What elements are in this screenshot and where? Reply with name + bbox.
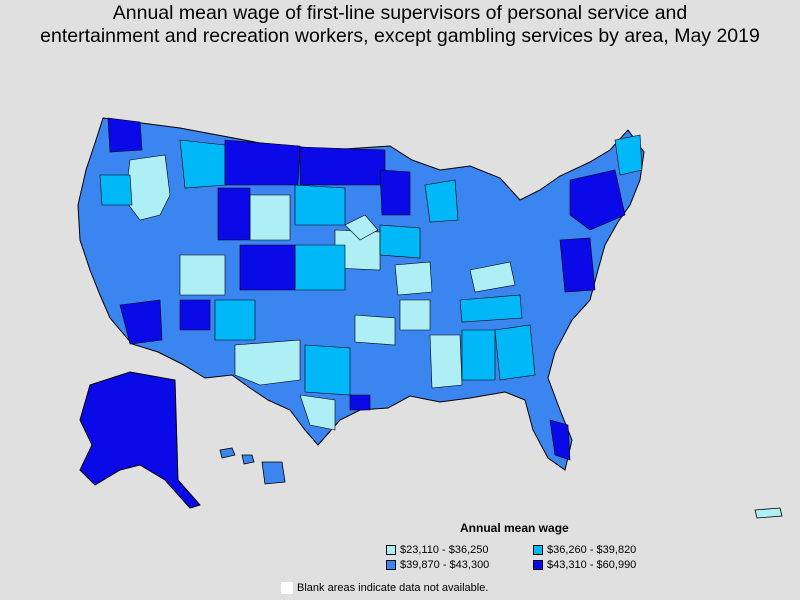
legend-swatch (533, 545, 543, 555)
map-title: Annual mean wage of first-line superviso… (0, 2, 800, 48)
blank-note-text: Blank areas indicate data not available. (297, 582, 489, 594)
legend: Annual mean wage $23,110 - $36,250 $36,2… (386, 521, 686, 581)
region-wisconsin (424, 179, 459, 223)
hawaii-island-2 (241, 454, 255, 465)
region-northeast (569, 169, 626, 231)
legend-label: $39,870 - $43,300 (400, 559, 490, 571)
region-alabama (461, 329, 496, 381)
region-california-south (119, 299, 163, 345)
tier1-regions (124, 154, 516, 431)
puerto-rico (754, 507, 783, 519)
blank-areas-note: Blank areas indicate data not available. (281, 582, 488, 594)
title-line-1: Annual mean wage of first-line superviso… (112, 2, 688, 24)
title-line-2: entertainment and recreation workers, ex… (40, 25, 760, 47)
blank-swatch (281, 582, 293, 594)
region-nevada-south (179, 299, 211, 331)
region-mississippi (429, 334, 463, 389)
hawaii-island-3 (261, 461, 286, 485)
region-georgia (494, 324, 536, 381)
region-tennessee (459, 294, 523, 323)
tier2-regions (99, 134, 643, 396)
region-washington-west (107, 117, 143, 153)
region-mid-atlantic (559, 237, 596, 293)
region-minnesota (379, 169, 411, 216)
region-north-dakota-mid (344, 214, 379, 241)
tier4-regions (107, 117, 626, 461)
region-north-dakota (299, 146, 386, 186)
region-montana-east (224, 139, 301, 186)
region-kentucky (469, 261, 516, 293)
legend-swatch (386, 560, 396, 570)
region-south-dakota (294, 184, 346, 226)
region-montana-central (179, 139, 226, 189)
region-missouri (394, 261, 433, 296)
hawaii-island-1 (219, 447, 236, 459)
legend-item-tier2: $36,260 - $39,820 (533, 544, 636, 556)
region-houston (349, 394, 371, 411)
legend-swatch (533, 560, 543, 570)
region-nebraska (294, 244, 346, 291)
legend-item-tier4: $43,310 - $60,990 (533, 559, 636, 571)
region-west-texas (234, 339, 301, 386)
region-oklahoma (354, 314, 396, 346)
legend-label: $43,310 - $60,990 (547, 559, 637, 571)
region-south-texas (299, 394, 336, 431)
region-new-mexico (214, 299, 256, 341)
alaska (79, 371, 201, 509)
legend-item-tier1: $23,110 - $36,250 (386, 544, 488, 556)
region-wyoming-west (217, 187, 251, 241)
legend-label: $23,110 - $36,250 (400, 544, 489, 556)
region-maine (614, 134, 643, 176)
legend-label: $36,260 - $39,820 (547, 544, 637, 556)
region-oregon-east (99, 174, 133, 206)
region-texas-central (304, 344, 351, 396)
region-arkansas (399, 299, 431, 331)
legend-title: Annual mean wage (460, 521, 569, 535)
region-wyoming-south (249, 194, 291, 241)
region-iowa (379, 224, 421, 259)
hawaii (219, 447, 286, 485)
region-colorado (239, 244, 296, 291)
region-florida-south (549, 419, 571, 461)
legend-item-tier3: $39,870 - $43,300 (386, 559, 489, 571)
legend-swatch (386, 545, 396, 555)
region-utah (179, 254, 226, 296)
